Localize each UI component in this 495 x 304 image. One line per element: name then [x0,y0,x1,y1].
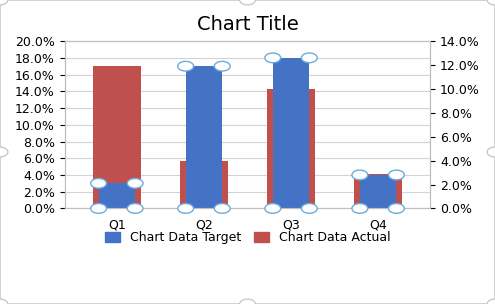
Bar [99,183,135,209]
Bar [273,58,309,209]
Bar [267,89,315,209]
Legend: Chart Data Target, Chart Data Actual: Chart Data Target, Chart Data Actual [100,226,395,249]
Title: Chart Title: Chart Title [197,15,298,34]
Bar [360,175,396,209]
Bar [180,161,228,209]
Bar [186,66,222,209]
Bar [93,66,141,209]
Bar [354,174,402,209]
